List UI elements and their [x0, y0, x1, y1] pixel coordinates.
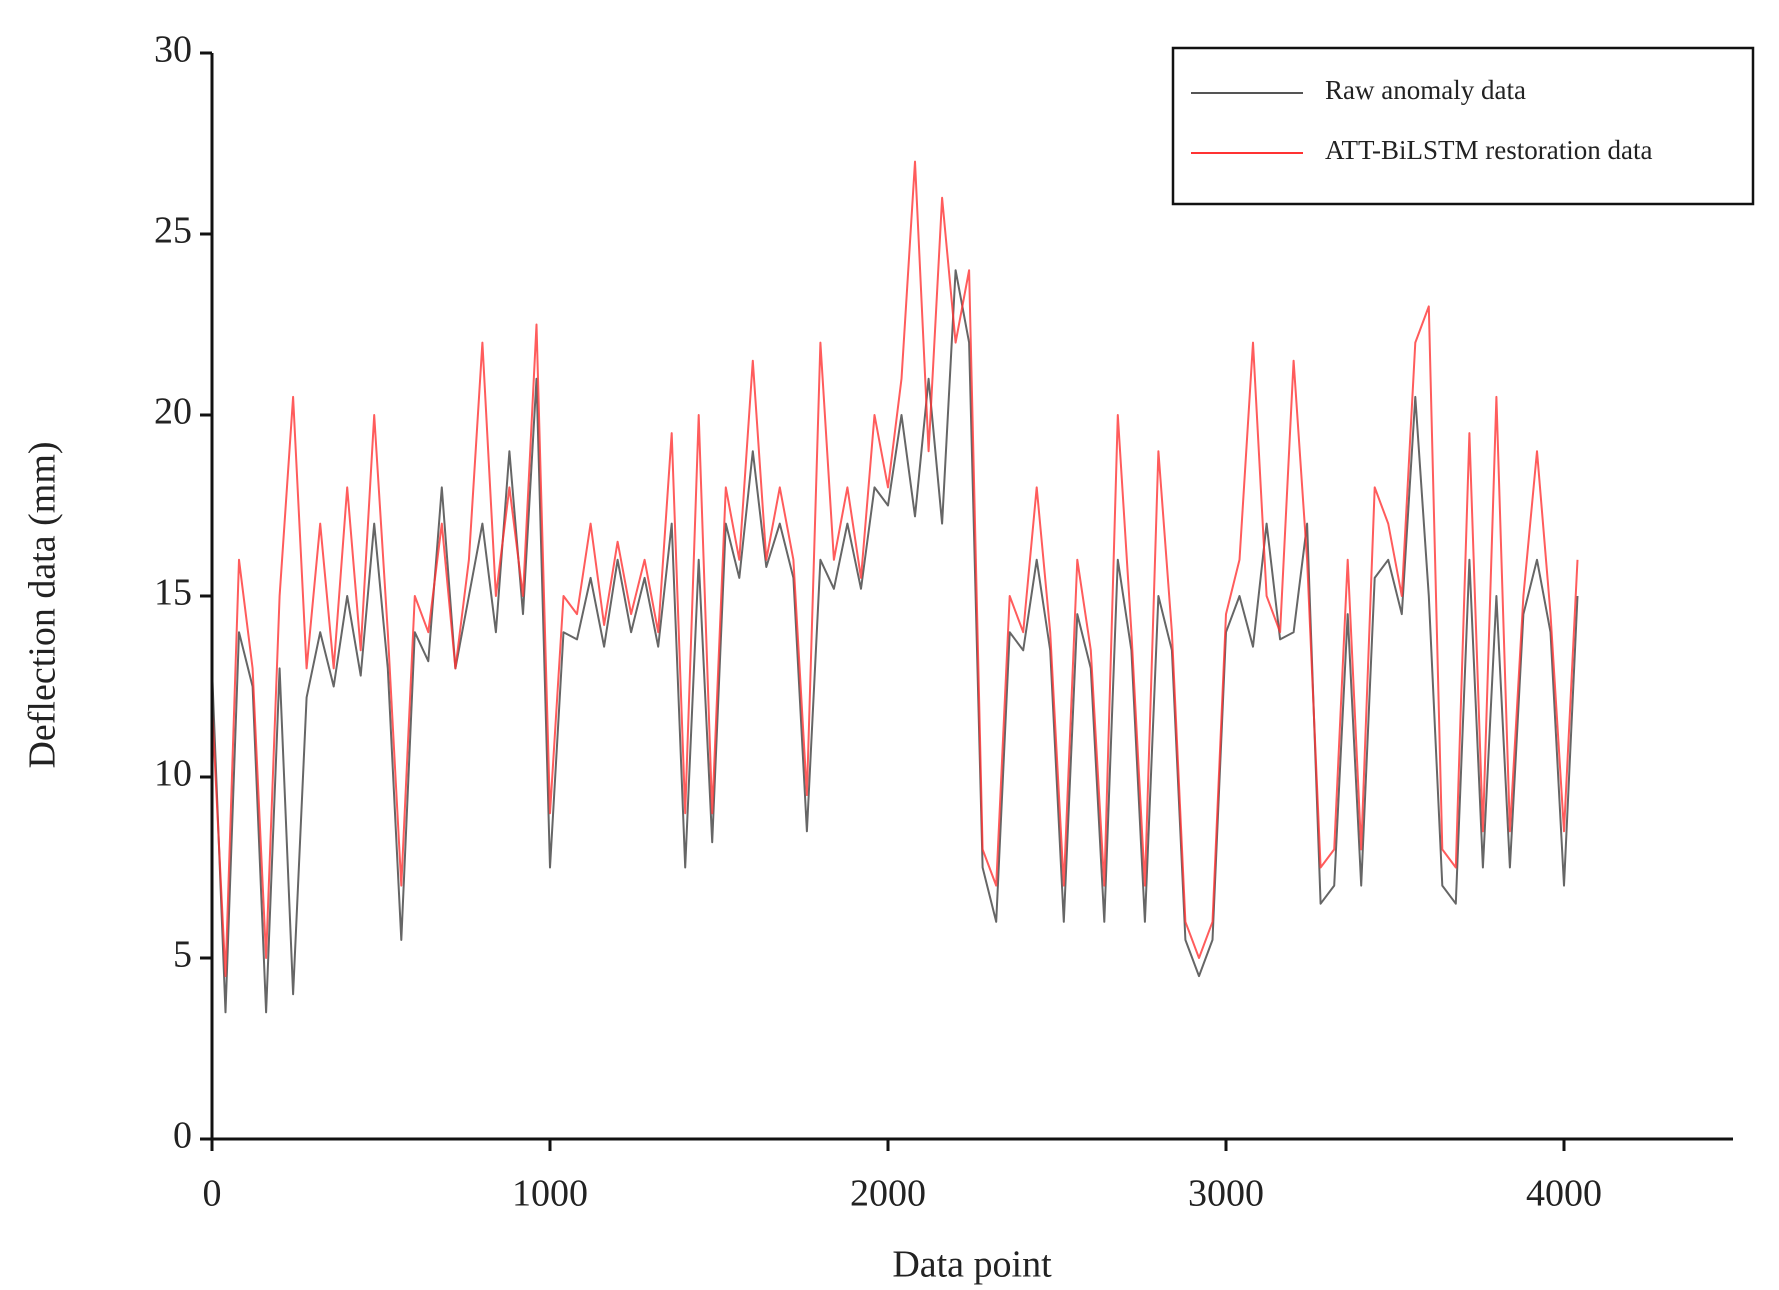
legend-label: ATT-BiLSTM restoration data: [1325, 135, 1652, 165]
y-tick-label: 5: [173, 934, 192, 976]
x-tick-label: 0: [203, 1173, 222, 1215]
y-tick-label: 30: [154, 29, 192, 71]
x-tick-label: 1000: [512, 1173, 588, 1215]
y-tick-label: 10: [154, 753, 192, 795]
y-tick-label: 0: [173, 1115, 192, 1157]
x-axis-label: Data point: [892, 1244, 1052, 1286]
x-tick-label: 4000: [1526, 1173, 1602, 1215]
y-tick-label: 20: [154, 391, 192, 433]
x-tick-label: 3000: [1188, 1173, 1264, 1215]
y-tick-label: 15: [154, 572, 192, 614]
series-line: [211, 269, 1579, 1014]
x-tick-label: 2000: [850, 1173, 926, 1215]
legend-box: [1171, 46, 1755, 206]
y-tick-label: 25: [154, 210, 192, 252]
series-line: [211, 160, 1579, 978]
y-axis-label: Deflection data (mm): [22, 441, 64, 768]
legend-label: Raw anomaly data: [1325, 75, 1526, 105]
